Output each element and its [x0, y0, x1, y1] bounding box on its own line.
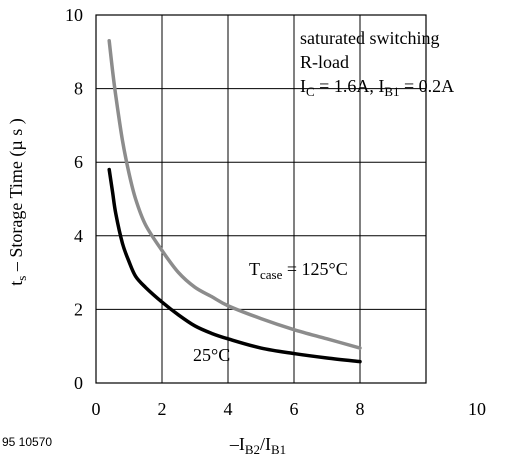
- y-tick-label: 8: [74, 79, 83, 99]
- y-tick-label: 0: [74, 373, 83, 393]
- y-tick-label: 6: [74, 152, 83, 172]
- x-axis-label: –IB2/IB1: [229, 434, 286, 457]
- x-tick-label: 8: [356, 399, 365, 419]
- plot-frame: [95, 14, 427, 384]
- grid-lines: [96, 15, 426, 383]
- y-tick-label: 2: [74, 299, 83, 319]
- y-tick-label: 10: [65, 5, 83, 25]
- x-tick-label: 2: [158, 399, 167, 419]
- curve-125c: [107, 39, 362, 350]
- x-tick-label: 6: [290, 399, 299, 419]
- figure-id: 95 10570: [2, 435, 52, 449]
- annotation-line-2: R-load: [300, 52, 349, 72]
- series-label-25c: 25°C: [193, 345, 230, 365]
- series-label-125c: Tcase = 125°C: [249, 259, 348, 282]
- y-tick-label: 4: [74, 226, 83, 246]
- annotation-conditions: IC = 1.6A, IB1 = 0.2A: [300, 76, 454, 99]
- y-tick-labels: 0 2 4 6 8 10: [65, 5, 83, 393]
- annotation-line-1: saturated switching: [300, 28, 439, 48]
- data-curves: [107, 39, 362, 364]
- x-tick-label: 4: [224, 399, 233, 419]
- curve-25c: [107, 167, 362, 364]
- x-tick-label: 10: [468, 399, 486, 419]
- x-tick-labels: 0 2 4 6 8 10: [92, 399, 487, 419]
- x-tick-label: 0: [92, 399, 101, 419]
- y-axis-label: ts – Storage Time (µ s ): [6, 118, 29, 285]
